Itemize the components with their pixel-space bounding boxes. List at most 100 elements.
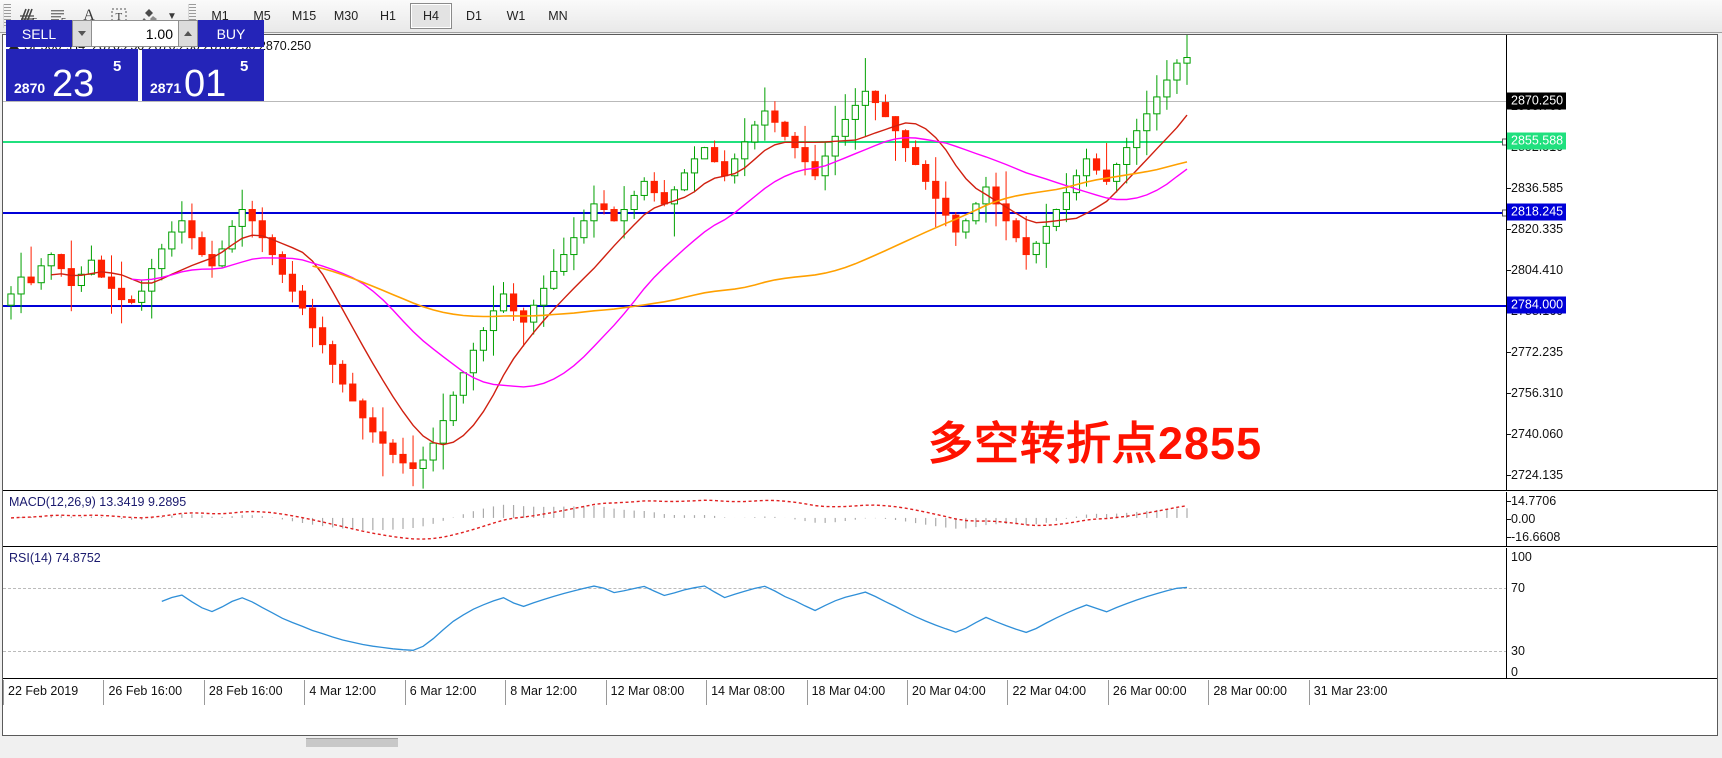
timeframe-m5[interactable]: M5 xyxy=(253,9,271,23)
last-price-tag: 2870.250 xyxy=(1507,92,1567,110)
time-tick-label: 22 Feb 2019 xyxy=(8,684,79,698)
time-tick-label: 20 Mar 04:00 xyxy=(912,684,986,698)
time-tick-sep xyxy=(605,680,607,705)
price-tick: 2836.585 xyxy=(1506,181,1564,195)
price-plot[interactable]: SP500-,H4 2870.250 2870.250 2870.250 287… xyxy=(3,35,1507,490)
time-tick-label: 26 Feb 16:00 xyxy=(108,684,183,698)
time-tick-label: 28 Mar 00:00 xyxy=(1213,684,1288,698)
buy-price-prefix: 2871 xyxy=(150,80,182,96)
macd-tick: -16.6608 xyxy=(1506,530,1561,544)
price-series xyxy=(7,35,1191,489)
time-tick-sep xyxy=(706,680,708,705)
time-tick-label: 12 Mar 08:00 xyxy=(610,684,685,698)
time-tick-label: 28 Feb 16:00 xyxy=(208,684,283,698)
price-axis[interactable]: 2868.760 2852.510 2836.585 2820.335 2804… xyxy=(1506,35,1717,490)
time-axis[interactable]: 22 Feb 2019 26 Feb 16:00 28 Feb 16:00 4 Mar… xyxy=(3,680,1717,705)
time-tick-sep xyxy=(1107,680,1109,705)
timeframe-h1[interactable]: H1 xyxy=(380,9,396,23)
buy-button[interactable]: BUY xyxy=(198,20,264,47)
price-tick: 2724.135 xyxy=(1506,468,1564,482)
macd-tick: 0.00 xyxy=(1506,512,1536,526)
level-anchor-green[interactable] xyxy=(1502,138,1507,146)
time-tick-label: 22 Mar 04:00 xyxy=(1012,684,1087,698)
buy-price-big: 01 xyxy=(184,63,227,105)
time-tick-label: 4 Mar 12:00 xyxy=(309,684,377,698)
volume-decrease-button[interactable] xyxy=(72,20,92,47)
rsi-series xyxy=(161,585,1188,651)
sell-price-display[interactable]: 2870 23 5 xyxy=(6,49,138,105)
macd-tick: 14.7706 xyxy=(1506,494,1557,508)
timeframe-d1[interactable]: D1 xyxy=(466,9,482,23)
rsi-tick: 100 xyxy=(1511,550,1532,564)
rsi-axis: 100 70 30 0 xyxy=(1506,548,1717,679)
time-tick-sep xyxy=(203,680,205,705)
time-tick-sep xyxy=(3,680,4,705)
time-tick-sep xyxy=(1007,680,1009,705)
timeframe-m15[interactable]: M15 xyxy=(291,9,317,23)
sell-price-big: 23 xyxy=(52,63,95,105)
macd-label: MACD(12,26,9) 13.3419 9.2895 xyxy=(9,495,187,509)
dropdown-arrow-icon[interactable]: ▼ xyxy=(167,10,177,22)
time-tick-sep xyxy=(907,680,908,705)
status-bar xyxy=(0,738,1722,758)
macd-series xyxy=(10,499,1188,540)
rsi-plot[interactable]: RSI(14) 74.8752 xyxy=(3,548,1507,678)
time-tick-label: 26 Mar 00:00 xyxy=(1112,684,1187,698)
time-tick-sep xyxy=(1308,680,1310,705)
volume-input[interactable]: 1.00 xyxy=(92,20,178,47)
time-tick-sep xyxy=(404,680,406,705)
price-tick: 2756.310 xyxy=(1506,386,1564,400)
price-tick: 2772.235 xyxy=(1506,345,1564,359)
time-axis-labels: 22 Feb 2019 26 Feb 16:00 28 Feb 16:00 4 Mar… xyxy=(3,680,1507,705)
time-tick-sep xyxy=(103,680,105,705)
level-tag-2784[interactable]: 2784.000 xyxy=(1507,296,1567,314)
rsi-level-30 xyxy=(3,651,1507,652)
toolbar: E F A T xyxy=(0,0,1722,33)
rsi-label: RSI(14) 74.8752 xyxy=(9,551,101,565)
macd-axis: 14.7706 0.00 -16.6608 xyxy=(1506,492,1717,546)
time-tick-label: 14 Mar 08:00 xyxy=(711,684,785,698)
macd-pane[interactable]: MACD(12,26,9) 13.3419 9.2895 14.7706 0.0… xyxy=(3,492,1717,547)
sell-button[interactable]: SELL xyxy=(6,20,72,47)
sell-price-prefix: 2870 xyxy=(14,80,46,96)
price-pane[interactable]: SP500-,H4 2870.250 2870.250 2870.250 287… xyxy=(3,35,1717,491)
level-tag-2818[interactable]: 2818.245 xyxy=(1507,203,1567,221)
chart-tab[interactable] xyxy=(306,738,398,747)
timeframe-m30[interactable]: M30 xyxy=(333,9,359,23)
buy-price-sup: 5 xyxy=(240,58,249,75)
one-click-trade-panel[interactable]: SELL 1.00 BUY 2870 23 5 2871 01 5 xyxy=(6,20,264,105)
time-tick-label: 18 Mar 04:00 xyxy=(811,684,886,698)
timeframe-mn[interactable]: MN xyxy=(548,9,568,23)
time-tick-sep xyxy=(806,680,808,705)
macd-plot[interactable]: MACD(12,26,9) 13.3419 9.2895 xyxy=(3,492,1507,546)
timeframe-w1[interactable]: W1 xyxy=(506,9,526,23)
rsi-pane[interactable]: RSI(14) 74.8752 100 70 30 0 xyxy=(3,548,1717,679)
rsi-tick: 0 xyxy=(1511,665,1518,679)
text-label-icon[interactable]: T xyxy=(104,3,134,29)
rsi-tick: 70 xyxy=(1511,581,1525,595)
chart-annotation[interactable]: 多空转折点2855 xyxy=(928,418,1263,469)
level-anchor-blue-1[interactable] xyxy=(1502,209,1507,217)
sell-price-sup: 5 xyxy=(113,58,122,75)
text-tool-icon[interactable]: A xyxy=(83,7,95,24)
price-tick: 2740.060 xyxy=(1506,427,1564,441)
toolbar-grip[interactable] xyxy=(3,4,11,28)
time-tick-sep xyxy=(304,680,306,705)
rsi-tick: 30 xyxy=(1511,644,1525,658)
level-line-2818[interactable] xyxy=(3,209,1507,217)
time-tick-sep xyxy=(505,680,507,705)
volume-increase-button[interactable] xyxy=(178,20,198,47)
price-tick: 2804.410 xyxy=(1506,263,1564,277)
last-price-line xyxy=(3,101,1507,102)
price-tick: 2820.335 xyxy=(1506,222,1564,236)
chart-area[interactable]: SP500-,H4 2870.250 2870.250 2870.250 287… xyxy=(2,34,1718,736)
time-tick-label: 8 Mar 12:00 xyxy=(510,684,577,698)
timeframe-h4[interactable]: H4 xyxy=(410,3,452,29)
timeframe-m1[interactable]: M1 xyxy=(211,9,229,23)
level-tag-2855[interactable]: 2855.588 xyxy=(1507,132,1567,150)
toolbar-grip-2[interactable] xyxy=(188,4,196,28)
level-line-2784[interactable] xyxy=(3,305,1507,307)
buy-price-display[interactable]: 2871 01 5 xyxy=(142,49,264,105)
time-tick-label: 6 Mar 12:00 xyxy=(409,684,477,698)
